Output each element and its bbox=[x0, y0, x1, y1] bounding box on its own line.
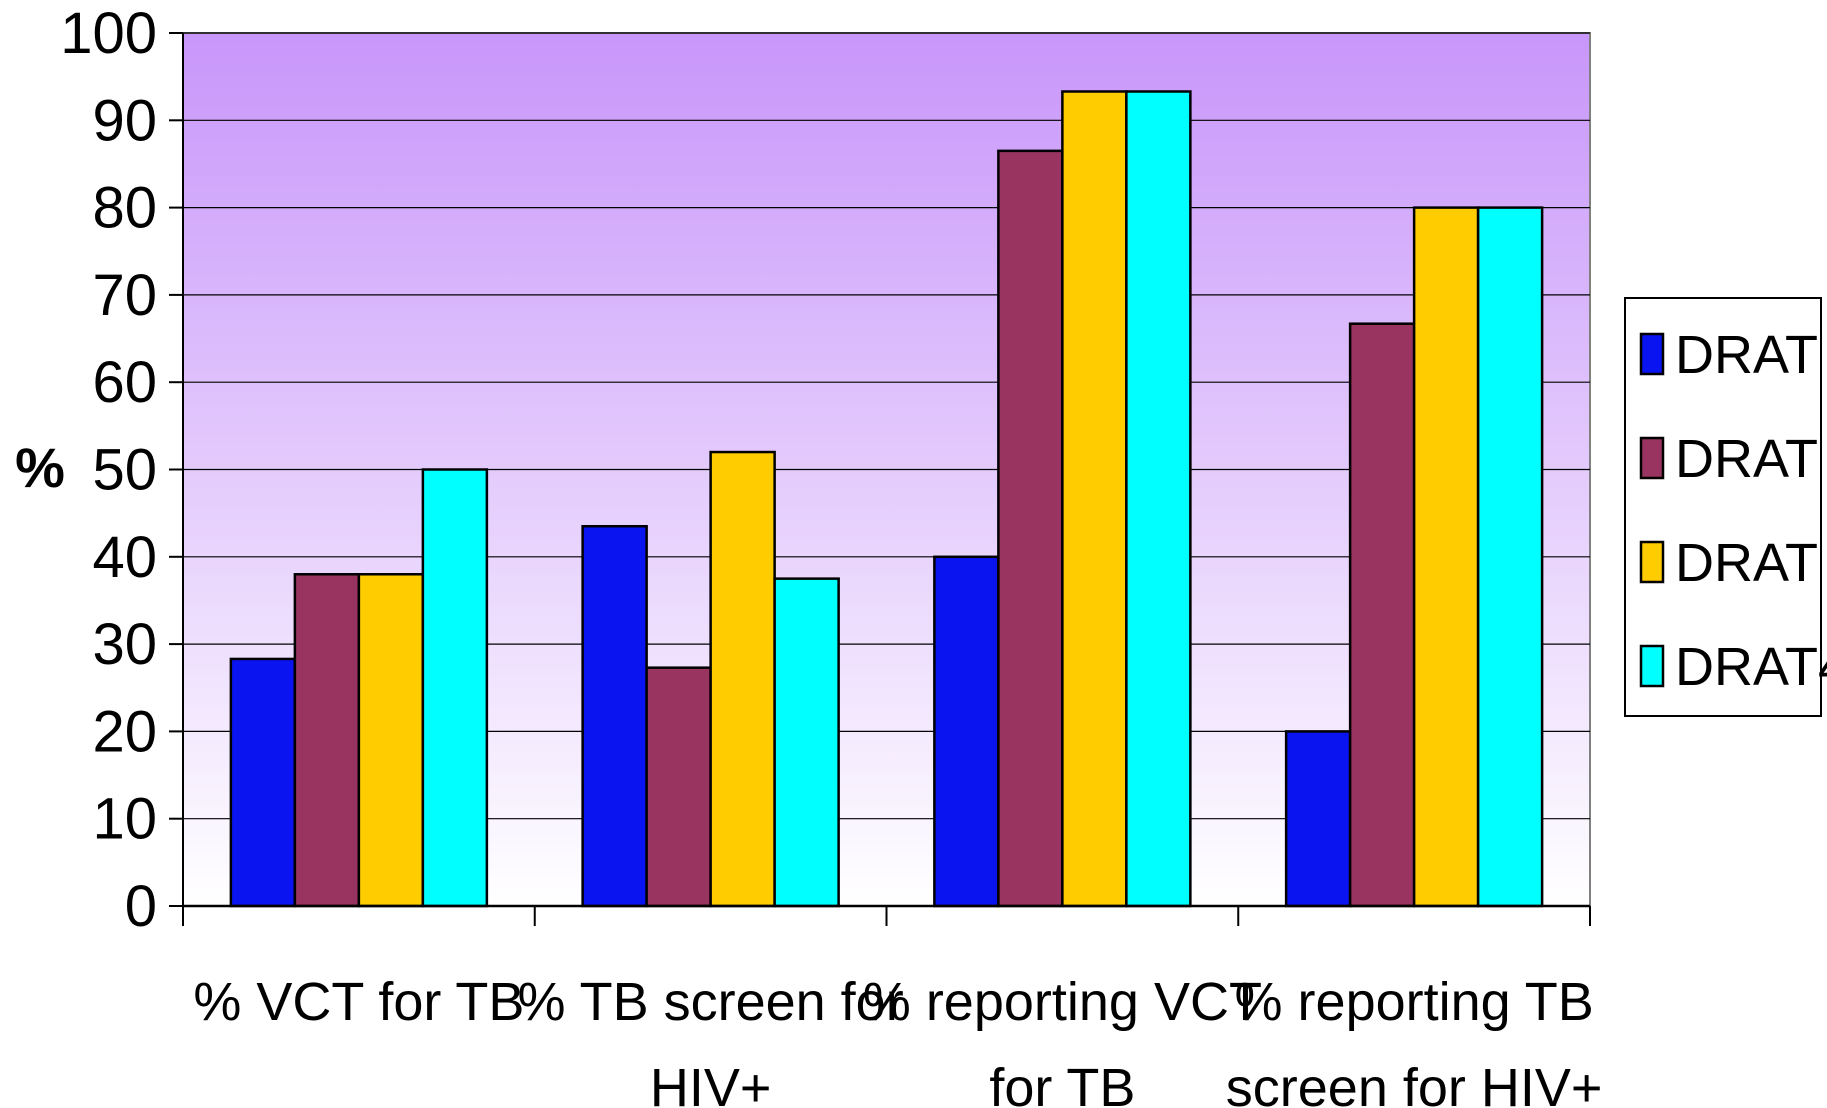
category-label: % reporting VCT bbox=[863, 972, 1262, 1032]
legend-swatch bbox=[1639, 436, 1665, 480]
y-tick-label: 70 bbox=[92, 263, 157, 328]
legend-swatch bbox=[1639, 644, 1665, 688]
legend-swatch bbox=[1639, 332, 1665, 376]
category-label: HIV+ bbox=[650, 1058, 772, 1108]
legend-swatch bbox=[1639, 540, 1665, 584]
bar-drat-1 bbox=[1284, 730, 1352, 908]
category-label: % reporting TB bbox=[1235, 972, 1594, 1032]
category-labels: % VCT for TB% TB screen for HIV+ % reporti… bbox=[193, 972, 1602, 1108]
legend: DRAT 1 DRAT 2 DRAT 3 DRAT4 bbox=[1624, 297, 1827, 717]
bar-drat4 bbox=[1125, 90, 1192, 908]
y-tick-label: 60 bbox=[92, 350, 157, 415]
bar-drat-2 bbox=[997, 149, 1064, 908]
y-tick-label: 100 bbox=[60, 1, 157, 66]
category-label: for TB bbox=[989, 1058, 1135, 1108]
y-tick-label: 20 bbox=[92, 699, 157, 764]
bar-drat-3 bbox=[1061, 90, 1128, 908]
bar-drat4 bbox=[421, 468, 489, 908]
y-tick-label: 50 bbox=[92, 438, 157, 503]
bar-drat4 bbox=[1476, 206, 1544, 908]
axes bbox=[182, 33, 1591, 926]
bar-drat-3 bbox=[357, 573, 425, 908]
category-label: screen for HIV+ bbox=[1226, 1058, 1603, 1108]
y-tick-label: 30 bbox=[92, 612, 157, 677]
bar-drat-3 bbox=[1412, 206, 1480, 908]
y-tick-label: 90 bbox=[92, 88, 157, 153]
legend-label: DRAT 1 bbox=[1675, 325, 1827, 385]
bar-drat-1 bbox=[933, 555, 1000, 908]
bar-drat-2 bbox=[645, 666, 712, 908]
bar-drat4 bbox=[773, 577, 840, 908]
category-label: % TB screen for bbox=[518, 972, 904, 1032]
y-tick-label: 10 bbox=[92, 787, 157, 852]
category-label: % VCT for TB bbox=[193, 972, 524, 1032]
legend-label: DRAT 3 bbox=[1675, 533, 1827, 593]
y-tick-label: 80 bbox=[92, 176, 157, 241]
legend-label: DRAT4 bbox=[1675, 637, 1827, 697]
legend-label: DRAT 2 bbox=[1675, 429, 1827, 489]
y-tick-labels: 0 10 20 30 40 50 60 70 80 90 100 bbox=[60, 1, 157, 939]
bar-drat-1 bbox=[581, 524, 648, 908]
bar-drat-2 bbox=[293, 573, 361, 908]
bar-drat-2 bbox=[1348, 322, 1416, 908]
y-tick-label: 40 bbox=[92, 525, 157, 590]
bar-drat-3 bbox=[709, 450, 776, 908]
y-tick-label: 0 bbox=[125, 874, 157, 939]
bar-drat-1 bbox=[229, 657, 297, 908]
y-axis-label: % bbox=[15, 436, 65, 499]
bars bbox=[229, 90, 1544, 908]
